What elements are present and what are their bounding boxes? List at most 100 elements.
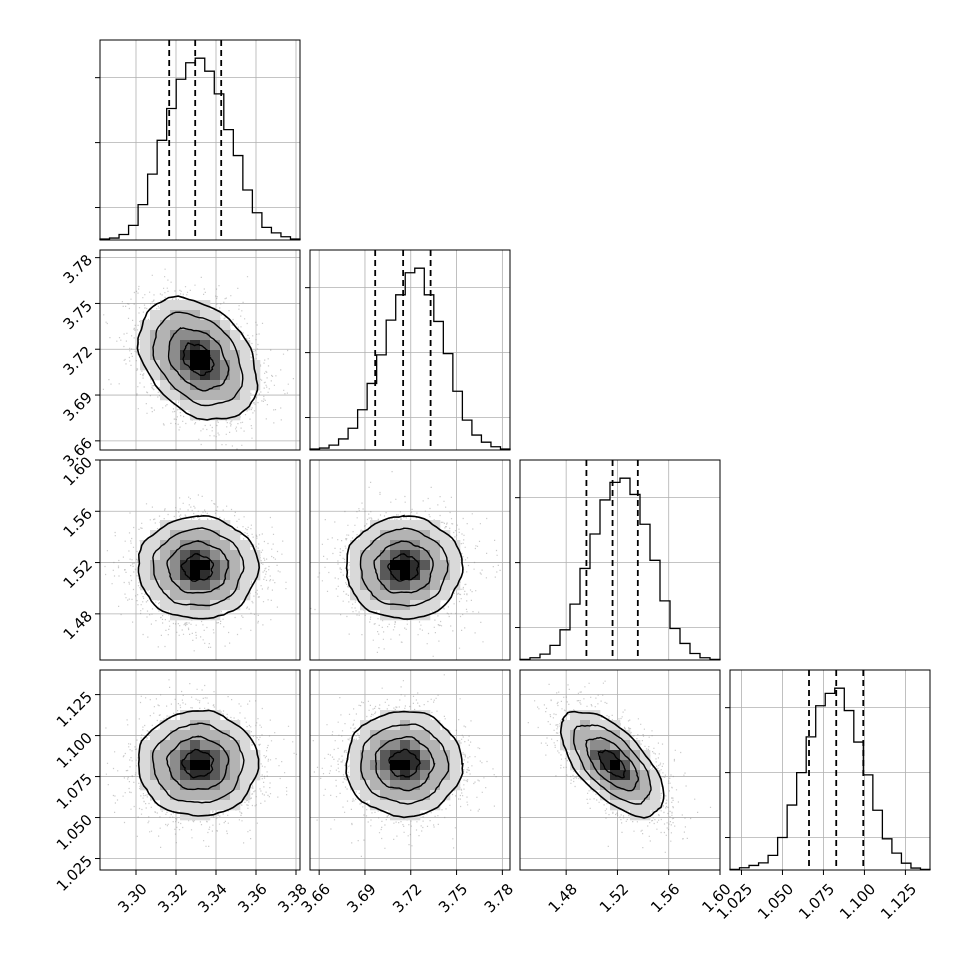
density-cell [160,360,171,371]
density-content [312,674,497,857]
density-cell [240,590,251,601]
density-cell [180,550,191,561]
density-cell [140,550,151,561]
density-cell [160,540,171,551]
density-cell [640,800,651,811]
density-cell [400,770,411,781]
density-cell [230,760,241,771]
density-cell [170,550,181,561]
density-cell [410,520,421,531]
density-cell [240,760,251,771]
density-cell [350,560,361,571]
density-cell [180,530,191,541]
density-cell [400,750,411,761]
x-axis-p2: 1.48 1.52 1.56 1.60 [545,870,735,916]
density-cell [170,790,181,801]
density-cell [350,550,361,561]
panel-frame [729,669,931,871]
density-cell [400,530,411,541]
density-cell [240,340,251,351]
density-cell [180,300,191,311]
density-cell [220,360,231,371]
density-cell [190,580,201,591]
panel-frame [309,669,511,871]
density-cell [160,730,171,741]
density-cell [220,780,231,791]
density-cell [430,590,441,601]
density-cell [420,550,431,561]
density-cell [150,370,161,381]
density-cell [170,770,181,781]
density-cell [190,310,201,321]
density-cell [380,590,391,601]
density-cell [150,760,161,771]
density-cell [190,710,201,721]
x-tick-label-p1-1: 3.69 [343,880,379,916]
density-cell [580,740,591,751]
density-cell [640,790,651,801]
density-cell [200,570,211,581]
density-panel-2-3 [519,669,721,871]
density-cell [630,760,641,771]
x-tick-label-p1-2: 3.72 [389,880,425,916]
density-cell [140,320,151,331]
density-cell [230,790,241,801]
density-cell [190,390,201,401]
density-cell [200,710,211,721]
density-cell [170,560,181,571]
density-cell [370,540,381,551]
density-cell [370,790,381,801]
density-cell [170,310,181,321]
density-cell [170,520,181,531]
contour-level-2 [360,723,450,805]
density-cell [180,520,191,531]
density-cell [620,780,631,791]
density-cell [360,790,371,801]
panel-frame [99,249,301,451]
x-tick-label-p3-4: 1.125 [877,880,920,923]
density-cell [170,360,181,371]
density-cell [220,750,231,761]
density-cell [180,610,191,621]
density-cell [560,730,571,741]
density-cell [180,720,191,731]
density-cell [370,720,381,731]
density-cell [140,570,151,581]
density-cell [410,720,421,731]
density-cell [240,560,251,571]
density-cell [170,540,181,551]
density-cell [420,750,431,761]
density-cell [160,560,171,571]
density-cell [190,740,201,751]
density-cell [240,770,251,781]
x-tick-label-p2-2: 1.56 [647,880,683,916]
density-cell [390,580,401,591]
density-cell [370,520,381,531]
density-cell [350,780,361,791]
density-cell [220,740,231,751]
density-cell [190,530,201,541]
density-cell [430,520,441,531]
histogram-step [99,57,301,240]
density-cell [160,590,171,601]
contour-level-3 [137,514,261,620]
density-cell [180,340,191,351]
x-tick-label-p2-0: 1.48 [545,880,581,916]
density-content [102,268,294,450]
density-cell [610,760,621,771]
density-cell [580,720,591,731]
contour-level-1 [165,735,230,791]
density-cell [430,740,441,751]
x-tick-label-p0-0: 3.30 [114,880,150,916]
density-cell [210,310,221,321]
density-cell [210,370,221,381]
density-cell [200,720,211,731]
density-cell [420,590,431,601]
density-cell [420,710,431,721]
density-cell [600,780,611,791]
density-cell [160,800,171,811]
density-cell [210,570,221,581]
density-cell [360,730,371,741]
density-cell [240,750,251,761]
hist-panel-1 [305,249,511,451]
